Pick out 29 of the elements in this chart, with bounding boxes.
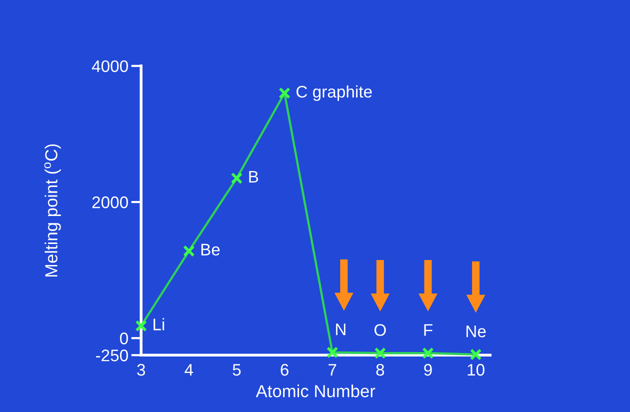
- point: [422, 347, 434, 360]
- y-tick-label: 0: [120, 332, 128, 344]
- annotation: N: [336, 324, 346, 336]
- x-axis-title: Atomic Number: [256, 384, 376, 398]
- point: [374, 347, 386, 360]
- y-tick-label: 2000: [92, 196, 128, 208]
- y-tick-label: 4000: [92, 60, 128, 72]
- x-tick-label: 8: [376, 364, 384, 376]
- y-axis-title: Melting point ($^{o}$C): [44, 144, 61, 277]
- x-tick-label: 6: [280, 364, 288, 376]
- point: [470, 348, 482, 360]
- point: [230, 172, 243, 184]
- x-tick-label: 7: [328, 364, 336, 376]
- x-tick-label: 3: [137, 364, 146, 376]
- point: [278, 87, 290, 100]
- x-tick-label: 5: [232, 364, 241, 376]
- y-tick-label: -250: [96, 350, 128, 362]
- annotation: Li: [154, 318, 164, 330]
- point: [183, 245, 195, 257]
- x-tick-label: 4: [184, 364, 194, 376]
- point: [326, 346, 338, 358]
- x-tick-label: 10: [468, 364, 484, 376]
- annotation: Be: [201, 244, 220, 256]
- annotation: F: [424, 324, 432, 336]
- annotation: O: [374, 324, 386, 336]
- annotation: C graphite: [296, 85, 372, 101]
- x-tick-label: 9: [424, 364, 432, 376]
- annotation: B: [249, 171, 258, 183]
- annotation: Ne: [466, 326, 486, 338]
